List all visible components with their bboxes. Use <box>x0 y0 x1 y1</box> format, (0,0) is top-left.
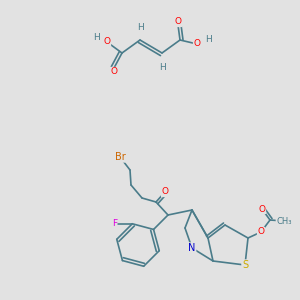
Text: F: F <box>112 219 117 228</box>
Text: O: O <box>175 17 182 26</box>
Text: O: O <box>257 227 265 236</box>
Text: H: H <box>159 62 165 71</box>
Text: H: H <box>93 34 99 43</box>
Text: H: H <box>136 22 143 32</box>
Text: O: O <box>161 188 169 196</box>
Text: N: N <box>188 243 196 253</box>
Text: Br: Br <box>115 152 125 162</box>
Text: O: O <box>194 40 200 49</box>
Text: H: H <box>206 35 212 44</box>
Text: O: O <box>259 205 266 214</box>
Text: S: S <box>242 260 248 270</box>
Text: O: O <box>110 68 118 76</box>
Text: CH₃: CH₃ <box>276 217 292 226</box>
Text: O: O <box>103 38 110 46</box>
